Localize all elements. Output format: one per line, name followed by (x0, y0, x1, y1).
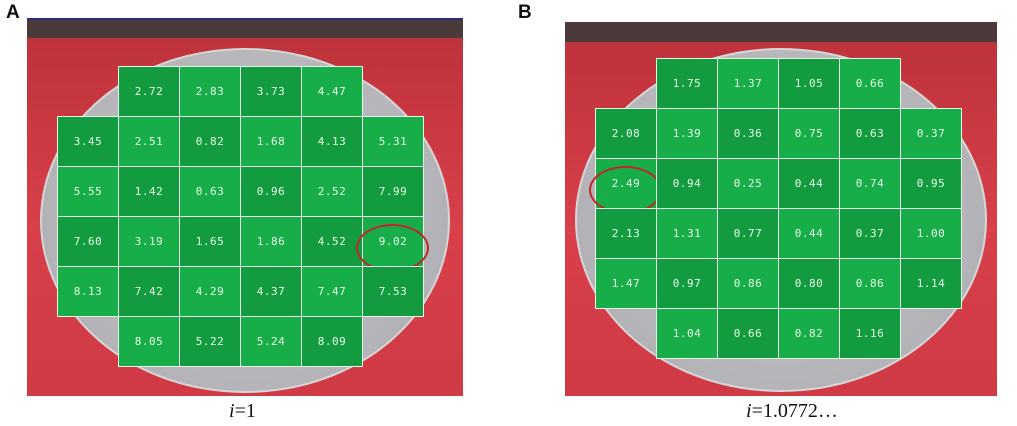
wafer-cell: 1.86 (240, 216, 302, 267)
monitor-top-bezel (27, 18, 463, 38)
wafer-cell: 0.75 (778, 108, 840, 159)
wafer-cell: 1.42 (118, 166, 180, 217)
wafer-cell: 0.95 (900, 158, 962, 209)
wafer-cell: 0.66 (839, 58, 901, 109)
wafer-cell: 2.72 (118, 66, 180, 117)
wafer-cell: 1.37 (717, 58, 779, 109)
wafer-cell: 5.55 (57, 166, 119, 217)
wafer-cell: 7.60 (57, 216, 119, 267)
wafer-cell: 0.96 (240, 166, 302, 217)
wafer-cell: 2.08 (595, 108, 657, 159)
monitor-top-bezel (565, 22, 997, 42)
wafer-cell: 0.36 (717, 108, 779, 159)
panel-b-caption: i=1.0772… (746, 400, 838, 422)
wafer-cell: 1.65 (179, 216, 241, 267)
wafer-cell: 0.97 (656, 258, 718, 309)
wafer-cell: 0.77 (717, 208, 779, 259)
wafer-cell: 1.39 (656, 108, 718, 159)
monitor-edge-line (27, 18, 463, 20)
wafer-cell: 1.04 (656, 308, 718, 359)
highlight-circle (589, 166, 662, 214)
wafer-cell: 4.47 (301, 66, 363, 117)
wafer-cell: 0.44 (778, 158, 840, 209)
panel-a-letter: A (6, 2, 20, 23)
wafer-cell: 7.53 (362, 266, 424, 317)
wafer-cell: 8.09 (301, 316, 363, 367)
wafer-cell: 3.19 (118, 216, 180, 267)
wafer-cell: 0.80 (778, 258, 840, 309)
wafer-cell: 0.86 (839, 258, 901, 309)
wafer-cell: 8.05 (118, 316, 180, 367)
wafer-cell: 0.66 (717, 308, 779, 359)
wafer-cell: 0.37 (900, 108, 962, 159)
wafer-cell: 1.68 (240, 116, 302, 167)
wafer-cell: 1.31 (656, 208, 718, 259)
panel-b-photo: 1.75 1.37 1.05 0.66 2.08 1.39 0.36 0.75 0.63 0.37… (565, 22, 997, 396)
wafer-cell: 0.74 (839, 158, 901, 209)
wafer-cell: 4.52 (301, 216, 363, 267)
wafer-cell: 0.82 (179, 116, 241, 167)
wafer-cell: 1.14 (900, 258, 962, 309)
highlight-circle (356, 224, 429, 272)
wafer-cell: 2.51 (118, 116, 180, 167)
wafer-cell: 1.00 (900, 208, 962, 259)
wafer-cell: 1.05 (778, 58, 840, 109)
wafer-cell: 0.86 (717, 258, 779, 309)
wafer-cell: 0.37 (839, 208, 901, 259)
wafer-cell: 3.45 (57, 116, 119, 167)
panel-a-caption: i=1 (229, 400, 256, 422)
wafer-cell: 5.31 (362, 116, 424, 167)
wafer-cell: 7.47 (301, 266, 363, 317)
wafer-cell: 2.83 (179, 66, 241, 117)
wafer-cell: 3.73 (240, 66, 302, 117)
wafer-cell: 4.37 (240, 266, 302, 317)
wafer-cell: 1.47 (595, 258, 657, 309)
wafer-cell: 5.22 (179, 316, 241, 367)
wafer-cell: 0.63 (179, 166, 241, 217)
wafer-cell: 1.75 (656, 58, 718, 109)
panel-a-photo: 2.72 2.83 3.73 4.47 3.45 2.51 0.82 1.68 4.13 5.31… (27, 18, 463, 396)
wafer-cell: 7.42 (118, 266, 180, 317)
wafer-cell: 0.82 (778, 308, 840, 359)
wafer-cell: 8.13 (57, 266, 119, 317)
wafer-cell: 1.16 (839, 308, 901, 359)
wafer-cell: 7.99 (362, 166, 424, 217)
wafer-cell: 0.63 (839, 108, 901, 159)
wafer-cell: 4.13 (301, 116, 363, 167)
wafer-cell: 2.52 (301, 166, 363, 217)
wafer-cell: 5.24 (240, 316, 302, 367)
wafer-cell: 4.29 (179, 266, 241, 317)
wafer-cell: 0.94 (656, 158, 718, 209)
wafer-cell: 2.13 (595, 208, 657, 259)
wafer-cell: 0.44 (778, 208, 840, 259)
panel-b-letter: B (518, 2, 532, 23)
wafer-cell: 0.25 (717, 158, 779, 209)
